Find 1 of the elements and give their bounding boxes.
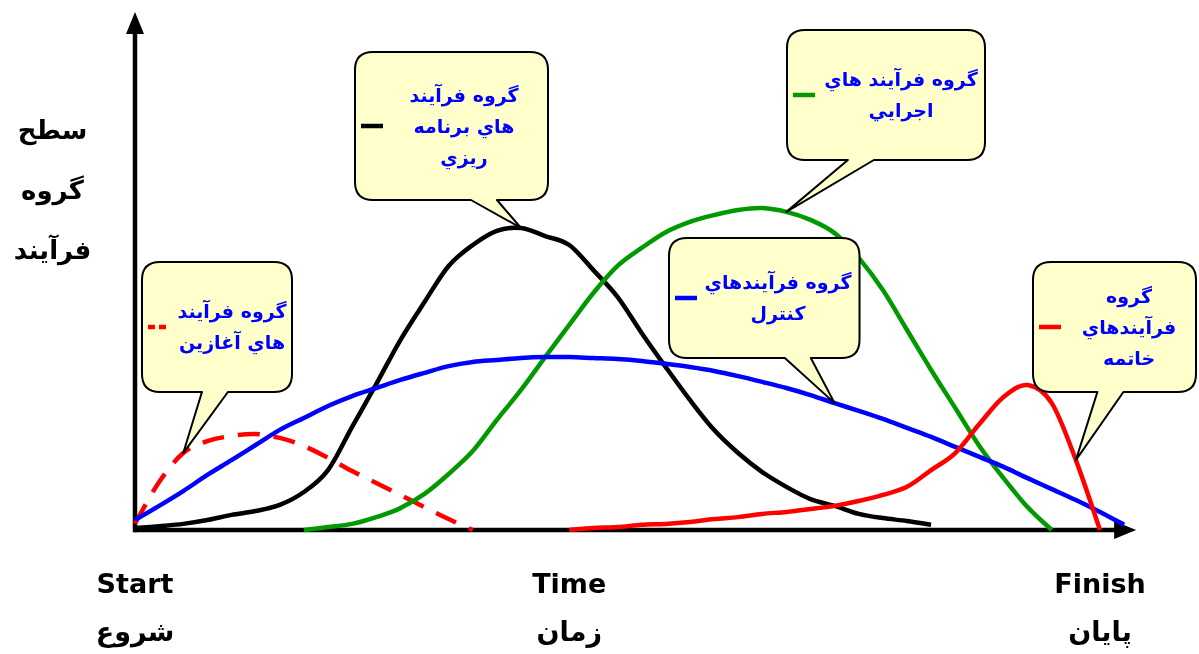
ylabel: سطح گروه فرآیند: [12, 114, 93, 268]
